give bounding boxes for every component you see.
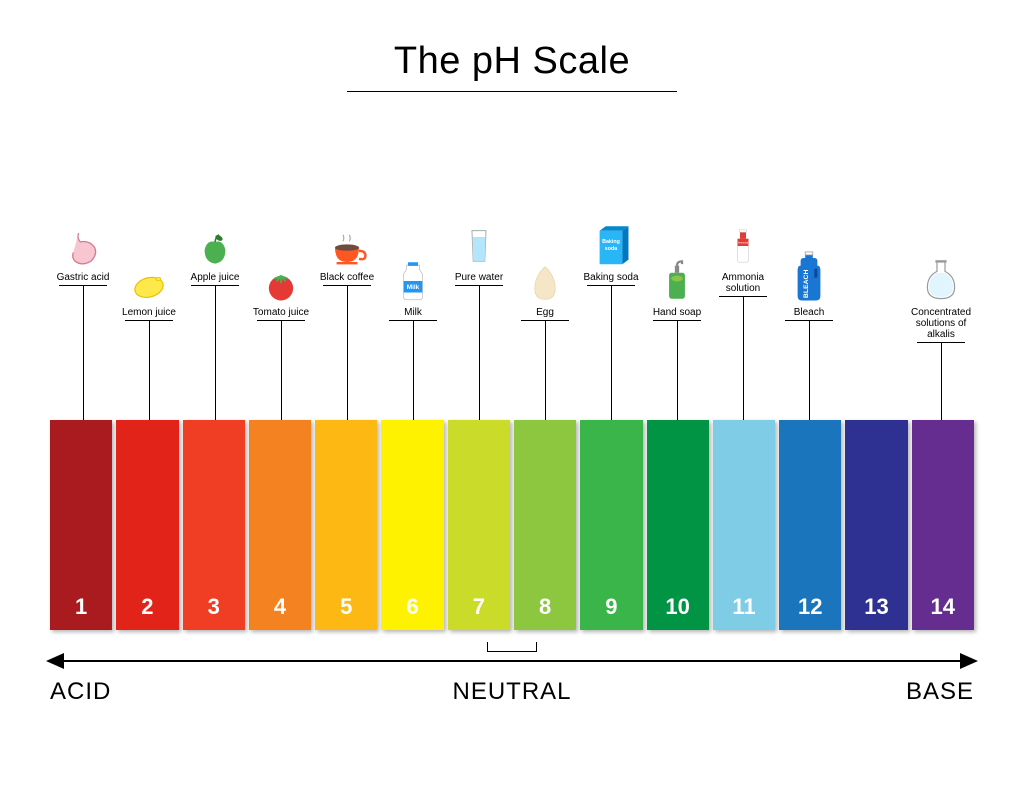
ph-bar-13: 13 xyxy=(845,420,907,630)
ph-bar-14: 14 xyxy=(912,420,974,630)
items-row: Gastric acid Lemon juice Apple juice Tomato… xyxy=(50,220,974,420)
connector-line xyxy=(149,321,150,420)
soap-icon xyxy=(652,265,702,305)
connector-line xyxy=(83,286,84,420)
ph-number: 6 xyxy=(406,594,418,620)
ph-bar-4: 4 xyxy=(249,420,311,630)
item-column: Concentrated solutions of alkalis xyxy=(908,265,974,420)
item-label: Milk xyxy=(404,307,422,318)
apple-icon xyxy=(190,220,240,270)
axis-label-acid: ACID xyxy=(50,678,111,706)
item-column: Tomato juice xyxy=(248,265,314,420)
milk-icon: Milk xyxy=(388,265,438,305)
ph-bar-5: 5 xyxy=(315,420,377,630)
item-column: BLEACH Bleach xyxy=(776,265,842,420)
item-label: Bleach xyxy=(794,307,825,318)
ph-chart: Gastric acid Lemon juice Apple juice Tomato… xyxy=(50,220,974,660)
item-label: Tomato juice xyxy=(253,307,309,318)
ph-number: 11 xyxy=(732,594,755,620)
stomach-icon xyxy=(58,220,108,270)
ph-bar-3: 3 xyxy=(183,420,245,630)
axis-label-base: BASE xyxy=(906,678,974,706)
item-column: Pure water xyxy=(446,220,512,420)
svg-text:Baking: Baking xyxy=(602,239,620,245)
ph-number: 1 xyxy=(75,594,87,620)
item-column: Apple juice xyxy=(182,220,248,420)
item-label: Pure water xyxy=(455,272,503,283)
ph-bar-12: 12 xyxy=(779,420,841,630)
baking-soda-icon: Bakingsoda xyxy=(586,220,636,270)
ph-number: 10 xyxy=(665,594,689,620)
svg-text:BLEACH: BLEACH xyxy=(803,270,810,299)
ph-number: 14 xyxy=(931,594,955,620)
item-label: Ammonia solution xyxy=(712,272,774,294)
connector-line xyxy=(743,297,744,420)
item-label: Baking soda xyxy=(583,272,638,283)
egg-icon xyxy=(520,265,570,305)
item-column: BakingsodaBaking soda xyxy=(578,220,644,420)
item-column: Gastric acid xyxy=(50,220,116,420)
item-label: Black coffee xyxy=(320,272,374,283)
item-column: Black coffee xyxy=(314,220,380,420)
connector-line xyxy=(413,321,414,420)
ph-bar-1: 1 xyxy=(50,420,112,630)
svg-text:Milk: Milk xyxy=(407,284,420,291)
connector-line xyxy=(215,286,216,420)
bleach-icon: BLEACH xyxy=(784,265,834,305)
ammonia-icon: Ammonia xyxy=(718,220,768,270)
axis-label-neutral: NEUTRAL xyxy=(452,678,571,706)
ph-bar-6: 6 xyxy=(381,420,443,630)
connector-line xyxy=(677,321,678,420)
item-column: Lemon juice xyxy=(116,265,182,420)
connector-line xyxy=(809,321,810,420)
ph-number: 3 xyxy=(208,594,220,620)
ph-bar-8: 8 xyxy=(514,420,576,630)
page-title: The pH Scale xyxy=(0,40,1024,83)
item-label: Gastric acid xyxy=(57,272,110,283)
ph-bar-11: 11 xyxy=(713,420,775,630)
ph-number: 9 xyxy=(605,594,617,620)
lemon-icon xyxy=(124,265,174,305)
tomato-icon xyxy=(256,265,306,305)
axis-line xyxy=(58,660,966,662)
connector-line xyxy=(281,321,282,420)
ph-number: 13 xyxy=(864,594,888,620)
ph-number: 4 xyxy=(274,594,286,620)
coffee-icon xyxy=(322,220,372,270)
item-column: Hand soap xyxy=(644,265,710,420)
item-column xyxy=(842,220,908,420)
arrow-left-icon xyxy=(46,653,64,669)
title-underline xyxy=(347,91,677,92)
item-label: Egg xyxy=(536,307,554,318)
ph-bar-7: 7 xyxy=(448,420,510,630)
ph-number: 12 xyxy=(798,594,822,620)
item-column: Milk Milk xyxy=(380,265,446,420)
item-label: Concentrated solutions of alkalis xyxy=(910,307,972,340)
water-icon xyxy=(454,220,504,270)
ph-bar-2: 2 xyxy=(116,420,178,630)
connector-line xyxy=(347,286,348,420)
ph-number: 8 xyxy=(539,594,551,620)
svg-text:Ammonia: Ammonia xyxy=(738,242,749,245)
svg-text:soda: soda xyxy=(605,246,617,252)
item-column: Ammonia Ammonia solution xyxy=(710,220,776,420)
ph-number: 2 xyxy=(141,594,153,620)
flask-icon xyxy=(916,265,966,305)
ph-number: 7 xyxy=(473,594,485,620)
ph-bar-10: 10 xyxy=(647,420,709,630)
item-label: Hand soap xyxy=(653,307,701,318)
item-label: Apple juice xyxy=(191,272,240,283)
bars-row: 1234567891011121314 xyxy=(50,420,974,630)
ph-number: 5 xyxy=(340,594,352,620)
connector-line xyxy=(941,343,942,420)
item-column: Egg xyxy=(512,265,578,420)
connector-line xyxy=(545,321,546,420)
ph-bar-9: 9 xyxy=(580,420,642,630)
neutral-bracket xyxy=(487,642,537,652)
arrow-right-icon xyxy=(960,653,978,669)
item-label: Lemon juice xyxy=(122,307,176,318)
connector-line xyxy=(479,286,480,420)
connector-line xyxy=(611,286,612,420)
